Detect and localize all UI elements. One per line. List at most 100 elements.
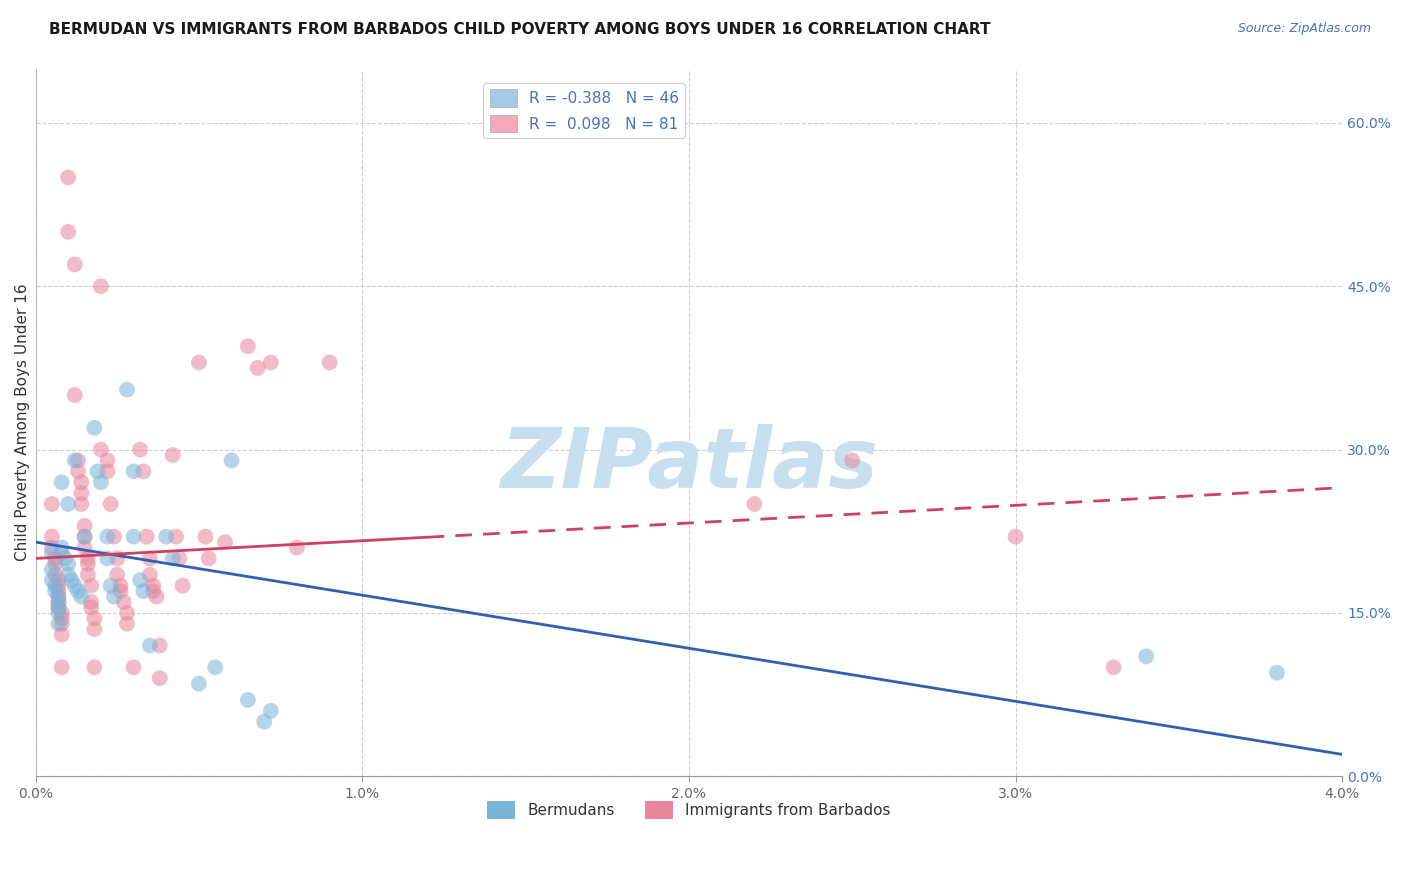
Point: [60, 573, 83, 587]
Point: [58, 557, 80, 571]
Point: [149, 671, 172, 685]
Point: [63, 258, 86, 272]
Point: [48, 590, 70, 604]
Point: [197, 551, 219, 566]
Point: [83, 611, 105, 625]
Point: [139, 551, 162, 566]
Point: [41, 562, 63, 576]
Point: [162, 551, 184, 566]
Point: [115, 616, 138, 631]
Point: [122, 530, 145, 544]
Point: [44, 551, 66, 566]
Point: [221, 453, 243, 467]
Point: [129, 573, 152, 587]
Point: [96, 551, 118, 566]
Point: [48, 600, 70, 615]
Point: [51, 606, 73, 620]
Point: [48, 606, 70, 620]
Point: [41, 573, 63, 587]
Point: [100, 579, 122, 593]
Point: [48, 573, 70, 587]
Point: [318, 355, 340, 369]
Point: [122, 464, 145, 478]
Point: [41, 497, 63, 511]
Point: [76, 567, 98, 582]
Point: [105, 567, 128, 582]
Point: [70, 497, 93, 511]
Point: [841, 453, 863, 467]
Point: [142, 579, 165, 593]
Point: [149, 639, 172, 653]
Point: [73, 530, 96, 544]
Point: [51, 616, 73, 631]
Point: [48, 579, 70, 593]
Point: [70, 486, 93, 500]
Point: [96, 530, 118, 544]
Point: [51, 541, 73, 555]
Point: [41, 530, 63, 544]
Point: [253, 714, 276, 729]
Point: [105, 551, 128, 566]
Point: [96, 453, 118, 467]
Point: [51, 475, 73, 490]
Point: [41, 546, 63, 560]
Point: [76, 551, 98, 566]
Point: [742, 497, 765, 511]
Point: [44, 584, 66, 599]
Point: [100, 497, 122, 511]
Point: [246, 360, 269, 375]
Text: Source: ZipAtlas.com: Source: ZipAtlas.com: [1237, 22, 1371, 36]
Point: [73, 530, 96, 544]
Point: [48, 595, 70, 609]
Point: [96, 464, 118, 478]
Point: [76, 557, 98, 571]
Point: [172, 579, 194, 593]
Point: [48, 600, 70, 615]
Point: [48, 584, 70, 599]
Point: [73, 541, 96, 555]
Point: [83, 622, 105, 636]
Point: [204, 660, 226, 674]
Point: [103, 590, 125, 604]
Point: [110, 584, 132, 599]
Point: [53, 551, 76, 566]
Point: [90, 442, 112, 457]
Point: [48, 616, 70, 631]
Point: [48, 595, 70, 609]
Text: ZIPatlas: ZIPatlas: [501, 425, 877, 505]
Point: [44, 567, 66, 582]
Point: [86, 464, 108, 478]
Point: [162, 448, 184, 462]
Point: [236, 693, 259, 707]
Point: [236, 339, 259, 353]
Point: [58, 225, 80, 239]
Point: [1135, 649, 1157, 664]
Point: [90, 279, 112, 293]
Point: [83, 421, 105, 435]
Point: [83, 660, 105, 674]
Point: [80, 579, 103, 593]
Point: [214, 535, 236, 549]
Legend: Bermudans, Immigrants from Barbados: Bermudans, Immigrants from Barbados: [481, 796, 897, 825]
Point: [51, 546, 73, 560]
Text: BERMUDAN VS IMMIGRANTS FROM BARBADOS CHILD POVERTY AMONG BOYS UNDER 16 CORRELATI: BERMUDAN VS IMMIGRANTS FROM BARBADOS CHI…: [49, 22, 991, 37]
Point: [51, 627, 73, 641]
Point: [63, 579, 86, 593]
Point: [63, 453, 86, 467]
Point: [44, 579, 66, 593]
Point: [70, 590, 93, 604]
Point: [80, 595, 103, 609]
Point: [112, 595, 135, 609]
Point: [122, 660, 145, 674]
Point: [155, 530, 177, 544]
Point: [41, 541, 63, 555]
Point: [260, 355, 283, 369]
Point: [132, 584, 155, 599]
Point: [58, 170, 80, 185]
Point: [165, 530, 187, 544]
Point: [142, 584, 165, 599]
Point: [73, 518, 96, 533]
Point: [1102, 660, 1125, 674]
Point: [132, 464, 155, 478]
Point: [63, 388, 86, 402]
